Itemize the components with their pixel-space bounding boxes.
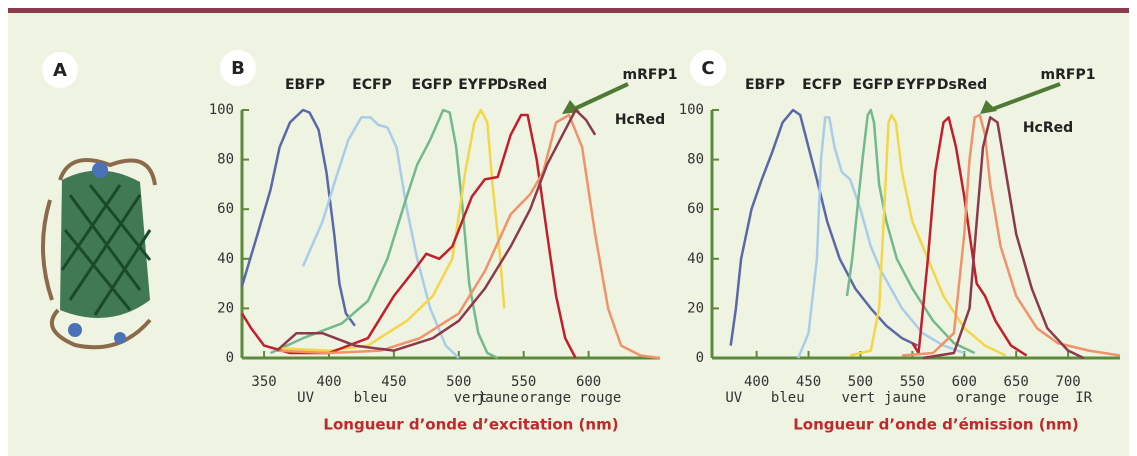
series-label: EYFP — [458, 77, 498, 93]
panel-label: A — [53, 60, 67, 81]
y-tick-label: 40 — [687, 251, 704, 267]
x-tick-label: 450 — [381, 374, 406, 390]
band-label: UV — [297, 390, 314, 406]
band-label: orange — [520, 390, 571, 406]
x-tick-label: 450 — [796, 374, 821, 390]
band-label: vert — [842, 390, 876, 406]
x-axis-label: Longueur d’onde d’émission (nm) — [793, 416, 1079, 434]
y-tick-label: 100 — [209, 102, 234, 118]
band-label: bleu — [354, 390, 388, 406]
series-label: EBFP — [285, 77, 325, 93]
band-label: orange — [956, 390, 1007, 406]
y-tick-label: 20 — [687, 300, 704, 316]
y-tick-label: 40 — [217, 251, 234, 267]
series-label: HcRed — [615, 112, 665, 128]
x-tick-label: 600 — [576, 374, 601, 390]
series-label: mRFP1 — [1041, 67, 1096, 83]
x-axis-label: Longueur d’onde d’excitation (nm) — [323, 416, 618, 434]
band-label: rouge — [1017, 390, 1059, 406]
y-tick-label: 20 — [217, 300, 234, 316]
band-label: IR — [1075, 390, 1092, 406]
y-tick-label: 60 — [687, 201, 704, 217]
top-rule — [8, 8, 1129, 13]
series-label: EBFP — [745, 77, 785, 93]
y-tick-label: 0 — [226, 350, 234, 366]
x-tick-label: 350 — [251, 374, 276, 390]
x-tick-label: 500 — [446, 374, 471, 390]
panel-label: B — [231, 58, 245, 79]
series-label: ECFP — [352, 77, 392, 93]
series-label: mRFP1 — [623, 67, 678, 83]
x-tick-label: 550 — [511, 374, 536, 390]
x-tick-label: 500 — [848, 374, 873, 390]
band-label: bleu — [771, 390, 805, 406]
band-label: jaune — [477, 390, 519, 406]
series-label: ECFP — [802, 77, 842, 93]
x-tick-label: 600 — [952, 374, 977, 390]
y-tick-label: 80 — [687, 152, 704, 168]
band-label: rouge — [579, 390, 621, 406]
series-label: HcRed — [1023, 120, 1073, 136]
y-tick-label: 0 — [696, 350, 704, 366]
y-tick-label: 80 — [217, 152, 234, 168]
band-label: jaune — [884, 390, 926, 406]
series-label: EGFP — [412, 77, 453, 93]
x-tick-label: 550 — [900, 374, 925, 390]
x-tick-label: 700 — [1055, 374, 1080, 390]
x-tick-label: 400 — [744, 374, 769, 390]
series-label: EGFP — [853, 77, 894, 93]
series-label: DsRed — [937, 77, 987, 93]
series-label: DsRed — [497, 77, 547, 93]
y-tick-label: 100 — [679, 102, 704, 118]
panel-label: C — [701, 58, 714, 79]
series-label: EYFP — [896, 77, 936, 93]
band-label: UV — [725, 390, 742, 406]
x-tick-label: 400 — [316, 374, 341, 390]
figure: A B020406080100350400450500550600UVbleuv… — [0, 0, 1137, 456]
x-tick-label: 650 — [1004, 374, 1029, 390]
y-tick-label: 60 — [217, 201, 234, 217]
